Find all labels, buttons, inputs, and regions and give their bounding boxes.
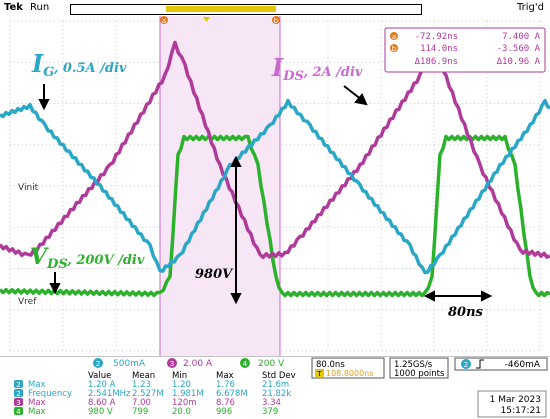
measurement-cell: 799	[132, 407, 148, 417]
vref-label: Vref	[18, 297, 37, 307]
channel-3-scale: 2.00 A	[183, 359, 213, 369]
measurement-cell: 2.527M	[132, 389, 164, 399]
info-panel: 2 500mA 3 2.00 A 4 200 V Value Mean Min Max…	[0, 356, 550, 419]
measurement-cell: 1.20	[172, 380, 191, 390]
measurement-cell: 980 V	[88, 407, 113, 417]
ids-trace	[0, 40, 550, 260]
vinit-label: Vinit	[18, 183, 39, 193]
cursor-a-marker-label: a	[162, 17, 166, 25]
measurement-name: Frequency	[28, 389, 72, 399]
measurement-channel-number: 2	[16, 390, 20, 398]
measurement-header: Max	[216, 371, 234, 381]
measurement-cell: 1.981M	[172, 389, 204, 399]
channel-2-scale: 500mA	[113, 359, 146, 369]
cursor-a-value: 7.400 A	[502, 32, 541, 42]
channel-2-indicator[interactable]	[93, 358, 103, 368]
svg-text:b: b	[392, 45, 397, 53]
cursor-b-marker-label: b	[274, 17, 279, 25]
trigger-state: Trig'd	[517, 2, 544, 13]
ids-annotation: IDS, 2A /div	[271, 53, 363, 84]
measurement-channel-chip	[14, 389, 23, 397]
period-annotation: 80ns	[448, 305, 484, 320]
measurement-cell: 2.541MHz	[88, 389, 131, 399]
trigger-level: -460mA	[505, 360, 541, 370]
svg-text:3: 3	[170, 360, 174, 368]
cursor-a-marker[interactable]	[160, 16, 168, 24]
timebase-position: 108.8000ns	[326, 369, 373, 378]
sample-rate: 1.25GS/s	[394, 360, 433, 370]
svg-text:2: 2	[96, 360, 100, 368]
measurement-cell: 7.00	[132, 398, 151, 408]
svg-text:2: 2	[464, 361, 468, 369]
measurement-channel-chip	[14, 398, 23, 406]
cursor-delta-value: Δ10.96 A	[497, 57, 541, 67]
measurement-header: Min	[172, 371, 187, 381]
measurement-cell: 120m	[172, 398, 197, 408]
vpeak-annotation: 980V	[195, 267, 234, 282]
measurement-header: Value	[88, 371, 111, 381]
trigger-position-icon	[203, 17, 210, 22]
svg-text:T: T	[316, 370, 322, 378]
measurement-channel-number: 4	[16, 408, 21, 416]
cursor-b-time: 114.0ns	[420, 44, 458, 54]
ig-trace	[0, 98, 550, 275]
channel-4-scale: 200 V	[258, 359, 285, 369]
trigger-box[interactable]: 2 -460mA	[454, 357, 548, 371]
measurement-cell: 3.34	[262, 398, 281, 408]
record-window	[166, 6, 276, 12]
measurement-name: Max	[28, 398, 46, 408]
ig-annotation: IG, 0.5A /div	[31, 49, 127, 80]
measurement-cell: 21.82k	[262, 389, 291, 399]
svg-text:a: a	[392, 33, 396, 41]
measurement-channel-number: 3	[16, 399, 20, 407]
measurement-cell: 1.76	[216, 380, 235, 390]
datetime-box: 1 Mar 2023 15:17:21	[477, 390, 547, 418]
waveform-display: a b Vinit Vref IG, 0.5A /div IDS, 2A /di…	[0, 16, 550, 356]
status-bar: Tek Run Trig'd	[0, 0, 550, 16]
measurement-header: Std Dev	[262, 371, 296, 381]
cursor-b-value: -3.560 A	[497, 44, 541, 54]
measurement-channel-chip	[14, 407, 23, 415]
measurement-cell: 996	[216, 407, 232, 417]
record-length: 1000 points	[394, 369, 445, 379]
cursor-b-marker[interactable]	[272, 16, 280, 24]
measurement-cell: 20.0	[172, 407, 191, 417]
measurement-cell: 8.60 A	[88, 398, 116, 408]
measurement-cell: 21.6m	[262, 380, 289, 390]
channel-4-indicator[interactable]	[240, 358, 250, 368]
record-bar	[70, 4, 422, 15]
cursor-delta-time: Δ186.9ns	[415, 57, 458, 67]
date-label: 1 Mar 2023	[490, 395, 541, 405]
measurement-table: Value Mean Min Max Std Dev 2 Max 1.20 A 1.23 1.20…	[14, 371, 296, 417]
channel-3-indicator[interactable]	[167, 358, 177, 368]
annotation-arrows	[38, 84, 493, 305]
measurement-channel-number: 2	[16, 381, 20, 389]
measurement-channel-chip	[14, 380, 23, 388]
timebase-box[interactable]: 80.0ns T 108.8000ns 1.25GS/s 1000 points	[311, 357, 449, 379]
time-label: 15:17:21	[501, 406, 541, 416]
rising-edge-icon	[476, 359, 484, 369]
svg-text:4: 4	[243, 360, 248, 368]
measurement-name: Max	[28, 380, 46, 390]
measurement-name: Max	[28, 407, 46, 417]
timebase-scale: 80.0ns	[316, 360, 345, 370]
measurement-cell: 379	[262, 407, 278, 417]
vds-annotation: VDS, 200V /div	[30, 244, 145, 272]
run-state: Run	[30, 2, 50, 13]
cursor-readout: a b -72.92ns 7.400 A 114.0ns -3.560 A Δ1…	[384, 27, 546, 73]
measurement-cell: 1.20 A	[88, 380, 116, 390]
measurement-cell: 6.678M	[216, 389, 248, 399]
vds-trace	[0, 134, 550, 298]
measurement-cell: 1.23	[132, 380, 151, 390]
measurement-cell: 8.76	[216, 398, 235, 408]
measurement-header: Mean	[132, 371, 155, 381]
cursor-a-time: -72.92ns	[415, 32, 458, 42]
brand-label: Tek	[4, 2, 23, 13]
